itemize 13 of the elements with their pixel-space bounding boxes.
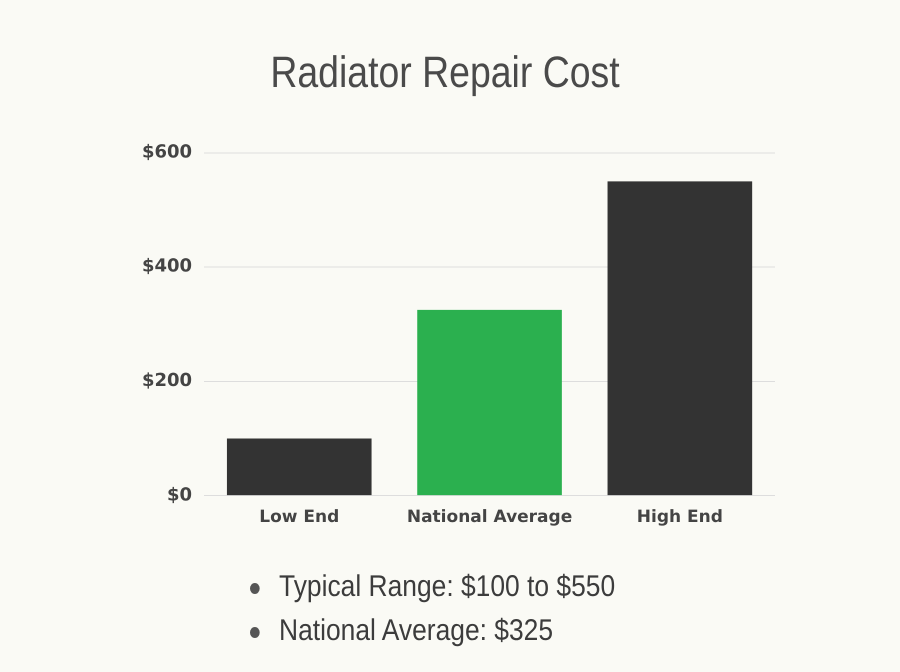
- x-tick-label: Low End: [259, 507, 340, 528]
- y-tick-label: $400: [142, 256, 192, 277]
- x-tick-label: National Average: [406, 507, 572, 528]
- y-tick-label: $600: [142, 141, 192, 162]
- x-tick-label: High End: [636, 507, 723, 528]
- bar: [608, 181, 752, 496]
- y-tick-label: $0: [167, 484, 192, 506]
- text: Typical Range: $100 to $550: [278, 569, 616, 605]
- chart-title: Radiator Repair Cost: [269, 48, 621, 98]
- text: National Average: $325: [278, 613, 554, 649]
- y-tick-label: $200: [142, 370, 192, 392]
- bar: [417, 310, 562, 496]
- bar: [226, 438, 372, 496]
